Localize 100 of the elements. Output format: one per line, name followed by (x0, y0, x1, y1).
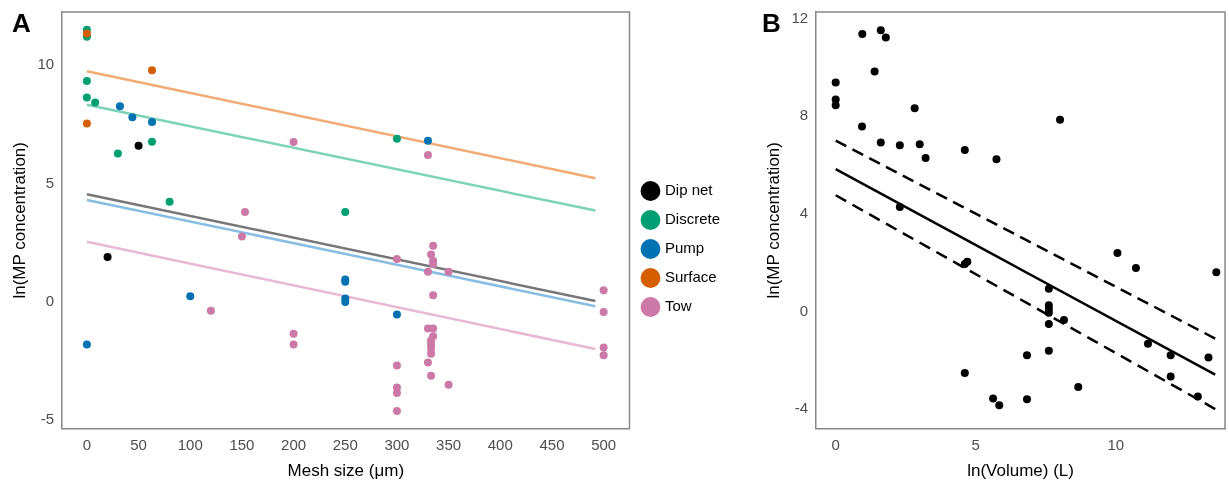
point (599, 343, 608, 352)
point (995, 401, 1004, 410)
point (915, 140, 924, 149)
point (423, 267, 432, 276)
x-tick-label: 450 (539, 435, 565, 453)
x-tick-label: 150 (229, 435, 255, 453)
y-tick-label: 10 (37, 55, 55, 73)
point (186, 292, 195, 301)
point (858, 29, 867, 38)
point (1113, 248, 1122, 257)
point (82, 340, 91, 349)
point (444, 267, 453, 276)
point (392, 310, 401, 319)
point (148, 137, 156, 146)
y-tick-label: 4 (799, 203, 809, 221)
point (429, 291, 438, 300)
point (895, 203, 904, 211)
point (341, 208, 350, 217)
point (1166, 372, 1175, 381)
y-axis-title: ln(MP concentration) (763, 142, 783, 299)
point (960, 145, 969, 154)
point (427, 371, 436, 380)
y-tick-label: 0 (799, 301, 809, 319)
point (831, 101, 840, 110)
point (289, 340, 298, 349)
y-tick-label: 0 (45, 292, 55, 310)
point (82, 93, 91, 102)
point (989, 394, 998, 403)
point (392, 361, 401, 370)
point (910, 104, 919, 113)
point (392, 407, 401, 416)
point (429, 260, 438, 269)
y-tick-label: -4 (794, 399, 809, 417)
point (1131, 264, 1140, 273)
y-tick-label: 5 (45, 173, 55, 191)
point (960, 368, 969, 377)
x-tick-label: 0 (82, 435, 92, 453)
legend-label: Pump (664, 239, 705, 257)
point (423, 150, 432, 159)
x-tick-label: 500 (591, 435, 617, 453)
point (870, 67, 879, 76)
legend-label: Surface (664, 268, 717, 286)
point (392, 255, 401, 264)
x-axis-title: Mesh size (μm) (287, 461, 405, 481)
point (241, 208, 250, 217)
x-tick-label: 0 (831, 435, 840, 453)
x-tick-label: 400 (487, 435, 513, 453)
legend-label: Tow (664, 297, 692, 315)
point (429, 324, 438, 333)
y-tick-label: 8 (799, 106, 809, 124)
y-axis-title: ln(MP concentration) (9, 142, 29, 299)
point (1044, 284, 1053, 293)
chart-title: A (12, 8, 31, 39)
point (113, 149, 122, 158)
point (599, 286, 608, 295)
point (206, 306, 215, 315)
point (429, 241, 438, 250)
point (1044, 319, 1053, 328)
point (1193, 392, 1202, 401)
x-tick-label: 10 (1107, 435, 1125, 453)
point (858, 122, 867, 131)
point (289, 137, 298, 146)
point (876, 138, 885, 147)
point (881, 33, 890, 42)
point (1074, 383, 1083, 392)
x-tick-label: 50 (130, 435, 147, 453)
x-tick-label: 300 (384, 435, 410, 453)
point (91, 98, 100, 107)
x-tick-label: 200 (281, 435, 307, 453)
x-tick-label: 100 (177, 435, 203, 453)
point (895, 141, 904, 150)
point (444, 380, 453, 389)
point (1044, 346, 1053, 355)
point (1212, 268, 1221, 277)
legend-label: Dip net (664, 181, 714, 199)
point (134, 141, 143, 150)
x-axis-title: ln(Volume) (L) (967, 461, 1074, 481)
point (1166, 351, 1175, 360)
y-tick-label: 12 (791, 8, 809, 26)
point (921, 153, 930, 162)
point (1022, 351, 1031, 360)
point (115, 102, 124, 111)
point (392, 389, 401, 398)
point (876, 26, 885, 35)
x-tick-label: 5 (971, 435, 980, 453)
point (423, 358, 432, 367)
point (1143, 339, 1152, 348)
point (1204, 353, 1213, 362)
point (103, 252, 112, 261)
point (237, 232, 246, 241)
x-tick-label: 350 (436, 435, 462, 453)
point (423, 136, 432, 145)
point (82, 77, 91, 86)
chart-title: B (762, 8, 781, 39)
point (148, 118, 156, 127)
point (392, 134, 401, 143)
point (128, 113, 137, 122)
point (599, 307, 608, 316)
point (831, 78, 840, 87)
point (992, 155, 1001, 164)
